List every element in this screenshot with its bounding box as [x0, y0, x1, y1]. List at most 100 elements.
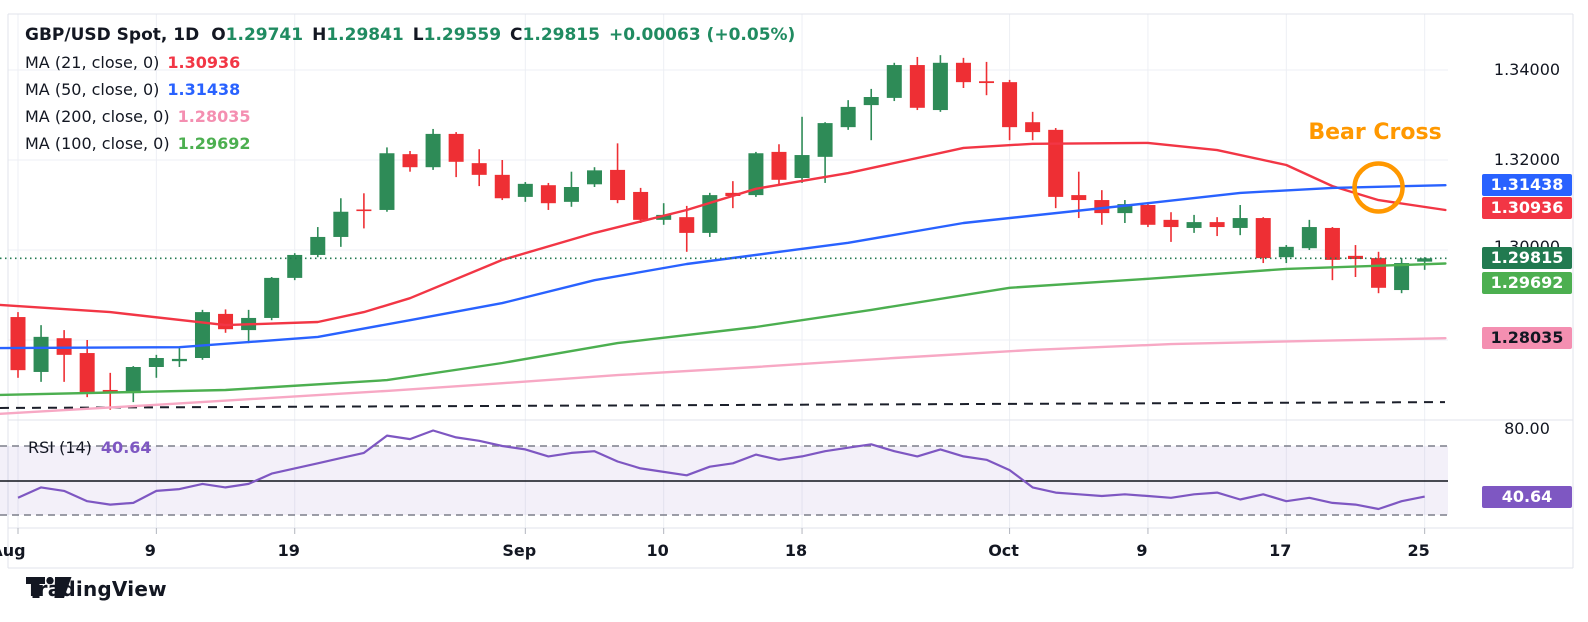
candle-body [1255, 218, 1271, 259]
ma50-legend-row[interactable]: MA (50, close, 0) 1.31438 [25, 76, 795, 103]
time-axis-label: 9 [144, 541, 156, 560]
candle[interactable] [771, 144, 787, 185]
candle[interactable] [656, 203, 672, 225]
candle[interactable] [517, 182, 533, 202]
candle[interactable] [1347, 245, 1363, 277]
high-value: H1.29841 [312, 25, 404, 45]
candle-body [1371, 258, 1387, 288]
tradingview-logo-icon [26, 577, 72, 598]
time-axis-label: Aug [0, 541, 26, 560]
candle-body [979, 81, 995, 84]
candle[interactable] [402, 151, 418, 172]
rsi-line [17, 429, 1425, 511]
candle[interactable] [287, 253, 303, 281]
candle[interactable] [863, 88, 879, 141]
candle[interactable] [1371, 251, 1387, 294]
tradingview-attribution[interactable]: TradingView [26, 577, 167, 601]
candle[interactable] [33, 325, 49, 382]
candle[interactable] [102, 372, 118, 410]
candle[interactable] [563, 171, 579, 207]
candle[interactable] [794, 116, 810, 183]
candle[interactable] [1232, 205, 1248, 236]
bear-cross-circle[interactable] [1352, 161, 1405, 214]
ma200-label: MA (200, close, 0) [25, 107, 170, 126]
candle[interactable] [702, 192, 718, 237]
candle[interactable] [633, 187, 649, 223]
bear-cross-annotation[interactable]: Bear Cross [1308, 120, 1442, 145]
candle[interactable] [1186, 214, 1202, 233]
symbol-legend-row[interactable]: GBP/USD Spot, 1D O1.29741 H1.29841 L1.29… [25, 22, 795, 49]
price-axis-badge: 1.28035 [1482, 327, 1572, 349]
candle[interactable] [171, 346, 187, 367]
candle-body [932, 62, 948, 111]
candle[interactable] [218, 309, 234, 333]
candle[interactable] [356, 193, 372, 229]
candle[interactable] [1324, 227, 1340, 281]
candle[interactable] [1048, 128, 1064, 209]
candle[interactable] [610, 143, 626, 204]
symbol-title: GBP/USD Spot, 1D [25, 25, 200, 45]
candle[interactable] [955, 57, 971, 88]
candle-body [333, 211, 349, 237]
candle[interactable] [817, 122, 833, 183]
candle[interactable] [886, 62, 902, 102]
candle-body [656, 214, 672, 220]
candle[interactable] [1301, 219, 1317, 250]
candle[interactable] [264, 277, 280, 321]
candle-body [1002, 82, 1018, 128]
candle[interactable] [1209, 217, 1225, 237]
ma100-legend-row[interactable]: MA (100, close, 0) 1.29692 [25, 130, 795, 157]
candle[interactable] [1140, 203, 1156, 228]
candle[interactable] [840, 100, 856, 130]
candle-body [1071, 195, 1087, 201]
candle-body [148, 358, 164, 367]
candle[interactable] [932, 55, 948, 112]
candle-body [540, 185, 556, 204]
candle[interactable] [1117, 200, 1133, 223]
support-dashed-line [0, 401, 1446, 409]
candle[interactable] [1025, 111, 1041, 141]
ma-21-line [0, 141, 1447, 327]
candle[interactable] [310, 227, 326, 258]
time-axis-label: 25 [1407, 541, 1430, 560]
candle[interactable] [448, 132, 464, 178]
candle-body [1094, 200, 1110, 214]
candle[interactable] [679, 205, 695, 252]
ma21-legend-row[interactable]: MA (21, close, 0) 1.30936 [25, 49, 795, 76]
candle-body [1278, 246, 1294, 258]
candle[interactable] [909, 56, 925, 111]
candle-body [771, 151, 787, 180]
ma200-legend-row[interactable]: MA (200, close, 0) 1.28035 [25, 103, 795, 130]
chart-legend: GBP/USD Spot, 1D O1.29741 H1.29841 L1.29… [25, 22, 795, 157]
candle-body [264, 277, 280, 318]
candle[interactable] [425, 128, 441, 170]
candle-body [610, 169, 626, 201]
candle[interactable] [494, 160, 510, 201]
candle[interactable] [1278, 245, 1294, 264]
candle[interactable] [979, 61, 995, 96]
candle[interactable] [1394, 258, 1410, 294]
candle-body [10, 317, 26, 371]
candle[interactable] [333, 198, 349, 247]
candle[interactable] [1002, 79, 1018, 141]
candle[interactable] [1255, 217, 1271, 264]
candle-body [102, 389, 118, 393]
candle[interactable] [471, 149, 487, 187]
candle[interactable] [587, 167, 602, 187]
rsi-legend-row[interactable]: RSI (14) 40.64 [28, 438, 152, 457]
candle[interactable] [241, 309, 257, 344]
candle-body [633, 191, 649, 220]
candle-body [955, 62, 971, 83]
candle[interactable] [194, 309, 210, 360]
candle[interactable] [1163, 212, 1179, 242]
candle[interactable] [148, 354, 164, 378]
candle[interactable] [540, 182, 556, 210]
candle-body [1232, 218, 1248, 228]
candle[interactable] [125, 366, 141, 403]
candle[interactable] [79, 340, 95, 398]
candle[interactable] [379, 147, 395, 212]
candle[interactable] [10, 312, 26, 378]
candles [10, 55, 1433, 410]
candle[interactable] [56, 330, 72, 382]
